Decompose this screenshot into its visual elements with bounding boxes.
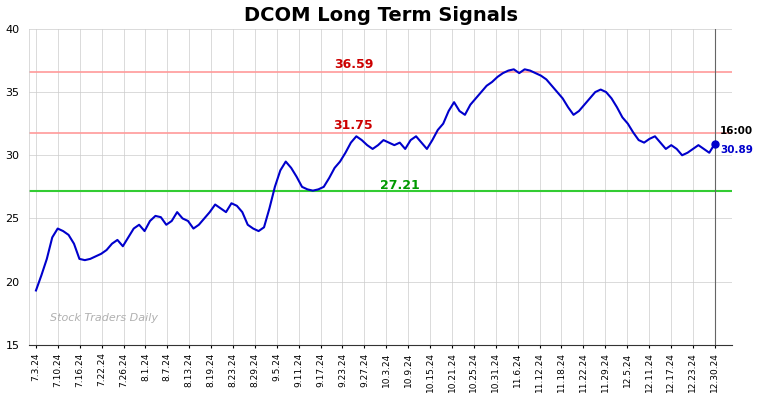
Text: 16:00: 16:00 <box>720 127 753 137</box>
Text: 31.75: 31.75 <box>334 119 373 132</box>
Text: 36.59: 36.59 <box>334 58 373 70</box>
Text: 27.21: 27.21 <box>379 179 419 192</box>
Text: 30.89: 30.89 <box>720 145 753 155</box>
Text: Stock Traders Daily: Stock Traders Daily <box>50 313 158 323</box>
Point <box>709 141 721 147</box>
Title: DCOM Long Term Signals: DCOM Long Term Signals <box>244 6 517 25</box>
